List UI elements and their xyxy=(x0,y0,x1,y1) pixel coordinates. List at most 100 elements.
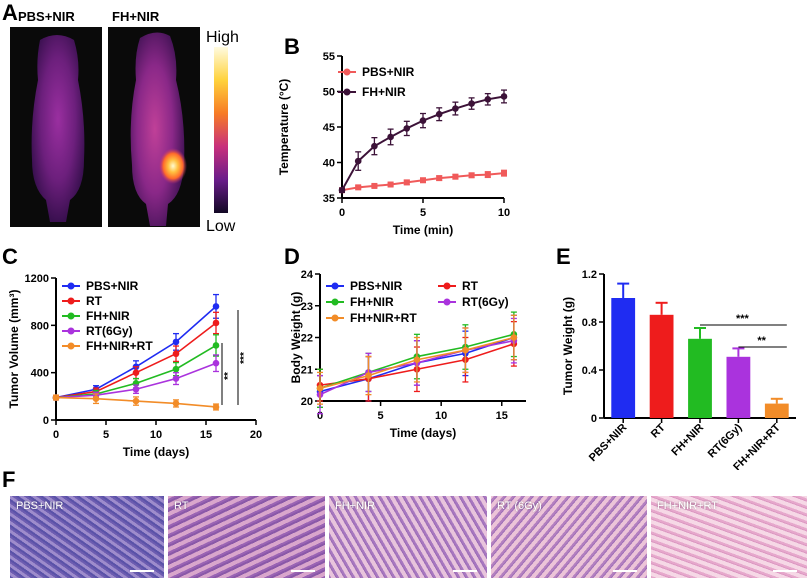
histology-image-rt: RT xyxy=(168,496,325,578)
legend-marker xyxy=(67,297,75,305)
panel-letter-c: C xyxy=(2,244,18,269)
histology-label-pbs: PBS+NIR xyxy=(16,500,64,512)
legend-marker xyxy=(331,282,339,290)
x-tick-label: 15 xyxy=(496,410,508,422)
x-tick-label: 10 xyxy=(435,410,447,422)
legend-marker xyxy=(67,312,75,320)
data-point xyxy=(452,173,459,180)
data-point xyxy=(132,385,140,393)
data-point xyxy=(420,177,426,184)
bar-1 xyxy=(649,314,674,418)
histology-label-rt: RT xyxy=(174,500,189,512)
y-tick-label: 1200 xyxy=(25,273,49,285)
y-axis-label: Tumor Weight (g) xyxy=(561,297,575,395)
image-label-fh: FH+NIR xyxy=(112,9,160,24)
data-point xyxy=(212,342,220,349)
y-tick-label: 55 xyxy=(323,51,335,63)
data-point xyxy=(212,359,220,367)
y-tick-label: 50 xyxy=(323,87,335,99)
histology-image-fh: FH+NIR xyxy=(329,496,487,578)
legend-label: FH+NIR+RT xyxy=(86,339,153,353)
data-point xyxy=(484,171,491,178)
y-tick-label: 0 xyxy=(591,413,597,425)
bar-0 xyxy=(611,298,636,418)
data-point xyxy=(468,100,475,107)
panel-letter-a: A xyxy=(2,0,18,25)
significance-marker: ** xyxy=(757,335,766,347)
y-tick-label: 24 xyxy=(301,269,314,281)
y-tick-label: 1.2 xyxy=(582,269,597,281)
y-tick-label: 45 xyxy=(323,122,335,134)
data-point xyxy=(403,179,410,186)
x-tick-label: PBS+NIR xyxy=(587,422,629,464)
panel-letter-f: F xyxy=(2,467,16,492)
chart-b: 35 40 45 50 55 0 5 10 Time (min) Temperature (°C)… xyxy=(277,51,510,237)
legend-label: PBS+NIR xyxy=(350,279,403,293)
x-tick-label: 5 xyxy=(103,429,109,441)
y-axis-label: Body Weight (g) xyxy=(289,292,303,384)
legend-label: RT xyxy=(462,279,479,293)
y-tick-label: 0 xyxy=(43,415,49,427)
data-point xyxy=(371,182,378,189)
histology-image-fhrt: FH+NIR+RT xyxy=(651,496,807,578)
legend-marker xyxy=(443,298,451,306)
x-tick-label: 0 xyxy=(317,410,323,422)
x-tick-label: RT(6Gy) xyxy=(706,421,745,460)
x-axis-label: Time (min) xyxy=(393,223,453,237)
data-point xyxy=(435,110,443,118)
data-point xyxy=(212,319,220,327)
panel-a-thermal: PBS+NIR FH+NIR High Low xyxy=(10,9,239,235)
data-point xyxy=(172,375,180,382)
legend-marker xyxy=(343,88,351,96)
legend-label: FH+NIR+RT xyxy=(350,311,417,325)
data-point xyxy=(212,403,220,411)
data-point xyxy=(212,303,220,310)
y-tick-label: 40 xyxy=(323,158,335,170)
data-point xyxy=(371,142,378,150)
data-point xyxy=(132,369,140,376)
panel-letter-d: D xyxy=(284,244,300,269)
bar-3 xyxy=(726,356,751,418)
histology-label-rt6gy: RT (6Gy) xyxy=(497,500,542,512)
colorbar xyxy=(214,47,228,213)
data-point xyxy=(501,170,507,177)
legend-label: FH+NIR xyxy=(362,85,406,99)
data-point xyxy=(403,125,411,132)
legend-marker xyxy=(343,68,351,76)
data-point xyxy=(484,96,492,103)
x-tick-label: 10 xyxy=(150,429,162,441)
y-tick-label: 20 xyxy=(301,396,313,408)
x-tick-label: 10 xyxy=(498,207,510,219)
data-point xyxy=(354,157,362,165)
data-point xyxy=(468,172,475,179)
series-line-1 xyxy=(341,95,505,191)
data-point xyxy=(172,338,180,346)
bar-2 xyxy=(688,338,712,418)
data-point xyxy=(132,397,140,405)
legend-label: PBS+NIR xyxy=(362,65,415,79)
data-point xyxy=(436,175,443,182)
y-tick-label: 35 xyxy=(323,193,335,205)
x-tick-label: 5 xyxy=(378,410,384,422)
y-tick-label: 23 xyxy=(301,301,313,313)
chart-e: 0 0.4 0.8 1.2 Tumor Weight (g) PBS+NIR RT FH+NI… xyxy=(561,269,796,470)
legend-label: RT(6Gy) xyxy=(462,295,509,309)
legend-marker xyxy=(331,314,339,322)
x-tick-label: 5 xyxy=(420,207,426,219)
scale-bar xyxy=(613,570,637,572)
chart-d: 20 21 22 23 24 0 5 10 15 Time (days) Body Weight (… xyxy=(289,269,526,440)
significance-marker: *** xyxy=(239,352,250,364)
tumor-hotspot xyxy=(159,148,187,184)
legend-marker xyxy=(331,298,339,306)
legend-marker xyxy=(67,282,75,290)
data-point xyxy=(172,365,180,373)
panel-letter-b: B xyxy=(284,34,300,59)
mouse-silhouette-1 xyxy=(31,35,85,222)
y-tick-label: 0.4 xyxy=(582,365,598,377)
x-tick-label: FH+NIR xyxy=(669,422,706,459)
x-tick-label: 0 xyxy=(339,207,345,219)
data-point xyxy=(500,93,508,100)
histology-label-fh: FH+NIR xyxy=(335,500,376,512)
data-point xyxy=(365,372,372,379)
data-point xyxy=(338,186,346,194)
